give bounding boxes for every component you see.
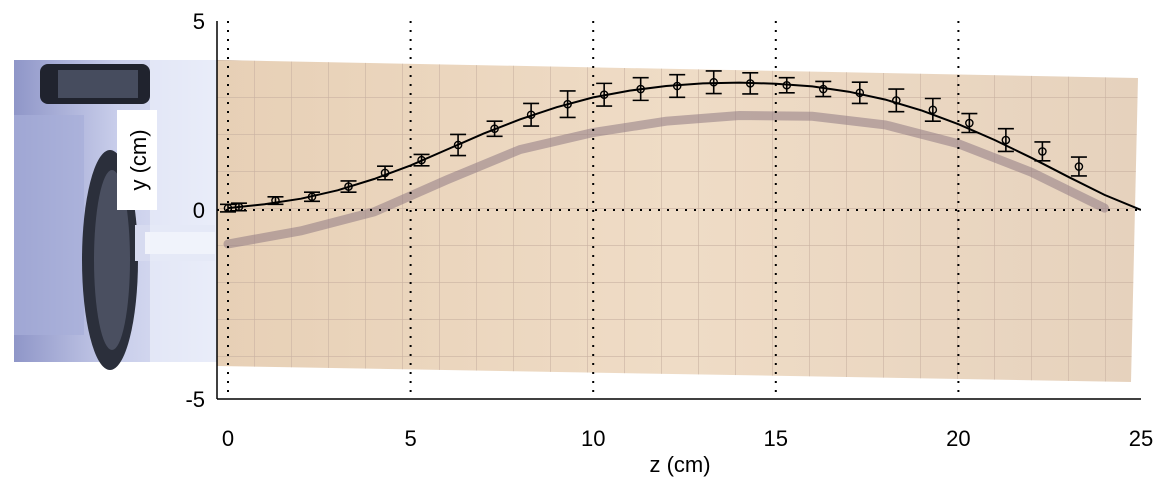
- data-point: [888, 88, 905, 113]
- x-tick-label: 0: [222, 426, 234, 451]
- point-marker: [782, 80, 792, 90]
- data-point: [450, 133, 467, 157]
- point-marker: [380, 168, 390, 178]
- data-point: [486, 120, 503, 138]
- point-marker: [709, 77, 719, 87]
- y-tick-label: 0: [193, 198, 205, 223]
- data-point: [596, 82, 613, 107]
- point-marker: [1038, 147, 1047, 156]
- data-point: [997, 127, 1014, 153]
- point-marker: [965, 118, 974, 128]
- point-marker: [745, 79, 755, 88]
- fit-curve: [227, 81, 1141, 211]
- data-points: [220, 70, 1087, 213]
- point-marker: [234, 202, 244, 212]
- point-marker: [563, 99, 572, 109]
- data-point: [220, 203, 236, 213]
- point-marker: [855, 88, 865, 98]
- axes: [216, 21, 1141, 400]
- data-point: [230, 202, 247, 212]
- point-marker: [344, 182, 353, 191]
- point-marker: [818, 84, 828, 94]
- point-marker: [271, 196, 280, 205]
- point-marker: [453, 140, 463, 150]
- data-point: [303, 191, 320, 203]
- data-point: [632, 76, 649, 102]
- rod-shadow: [223, 110, 1109, 249]
- point-marker: [928, 105, 938, 115]
- photo-hardware: [14, 60, 217, 370]
- data-point: [815, 80, 832, 98]
- y-tick-label: -5: [185, 387, 205, 412]
- x-tick-labels: 0 5 10 15 20 25: [222, 426, 1153, 451]
- data-point: [1034, 141, 1051, 162]
- x-tick-label: 10: [581, 426, 605, 451]
- y-tick-labels: 5 0 -5: [185, 9, 205, 412]
- point-marker: [307, 192, 317, 202]
- point-marker: [223, 203, 233, 213]
- x-tick-label: 25: [1129, 426, 1153, 451]
- y-axis-label-group: y (cm): [117, 110, 157, 210]
- photo-grid-paper: [217, 60, 1138, 382]
- data-point: [669, 73, 686, 99]
- point-marker: [417, 155, 426, 165]
- point-marker: [1001, 135, 1011, 145]
- point-marker: [892, 96, 901, 105]
- data-point: [559, 90, 576, 119]
- data-point: [924, 97, 941, 122]
- data-point: [1070, 156, 1087, 177]
- data-point: [851, 81, 868, 105]
- point-marker: [672, 81, 682, 91]
- data-point: [267, 195, 284, 206]
- data-point: [413, 153, 430, 167]
- point-marker: [526, 110, 536, 120]
- y-axis-label: y (cm): [126, 129, 151, 190]
- x-axis-label: z (cm): [649, 452, 710, 477]
- y-tick-label: 5: [193, 9, 205, 34]
- x-tick-label: 15: [764, 426, 788, 451]
- x-tick-label: 20: [946, 426, 970, 451]
- point-marker: [599, 90, 609, 100]
- data-point: [961, 112, 978, 134]
- point-marker: [636, 84, 645, 94]
- x-tick-label: 5: [404, 426, 416, 451]
- point-marker: [490, 124, 499, 134]
- data-point: [778, 76, 795, 94]
- data-point: [340, 180, 357, 194]
- data-point: [742, 71, 759, 95]
- data-point: [377, 165, 394, 181]
- data-point: [523, 102, 540, 127]
- point-marker: [1074, 162, 1084, 171]
- data-point: [705, 70, 722, 95]
